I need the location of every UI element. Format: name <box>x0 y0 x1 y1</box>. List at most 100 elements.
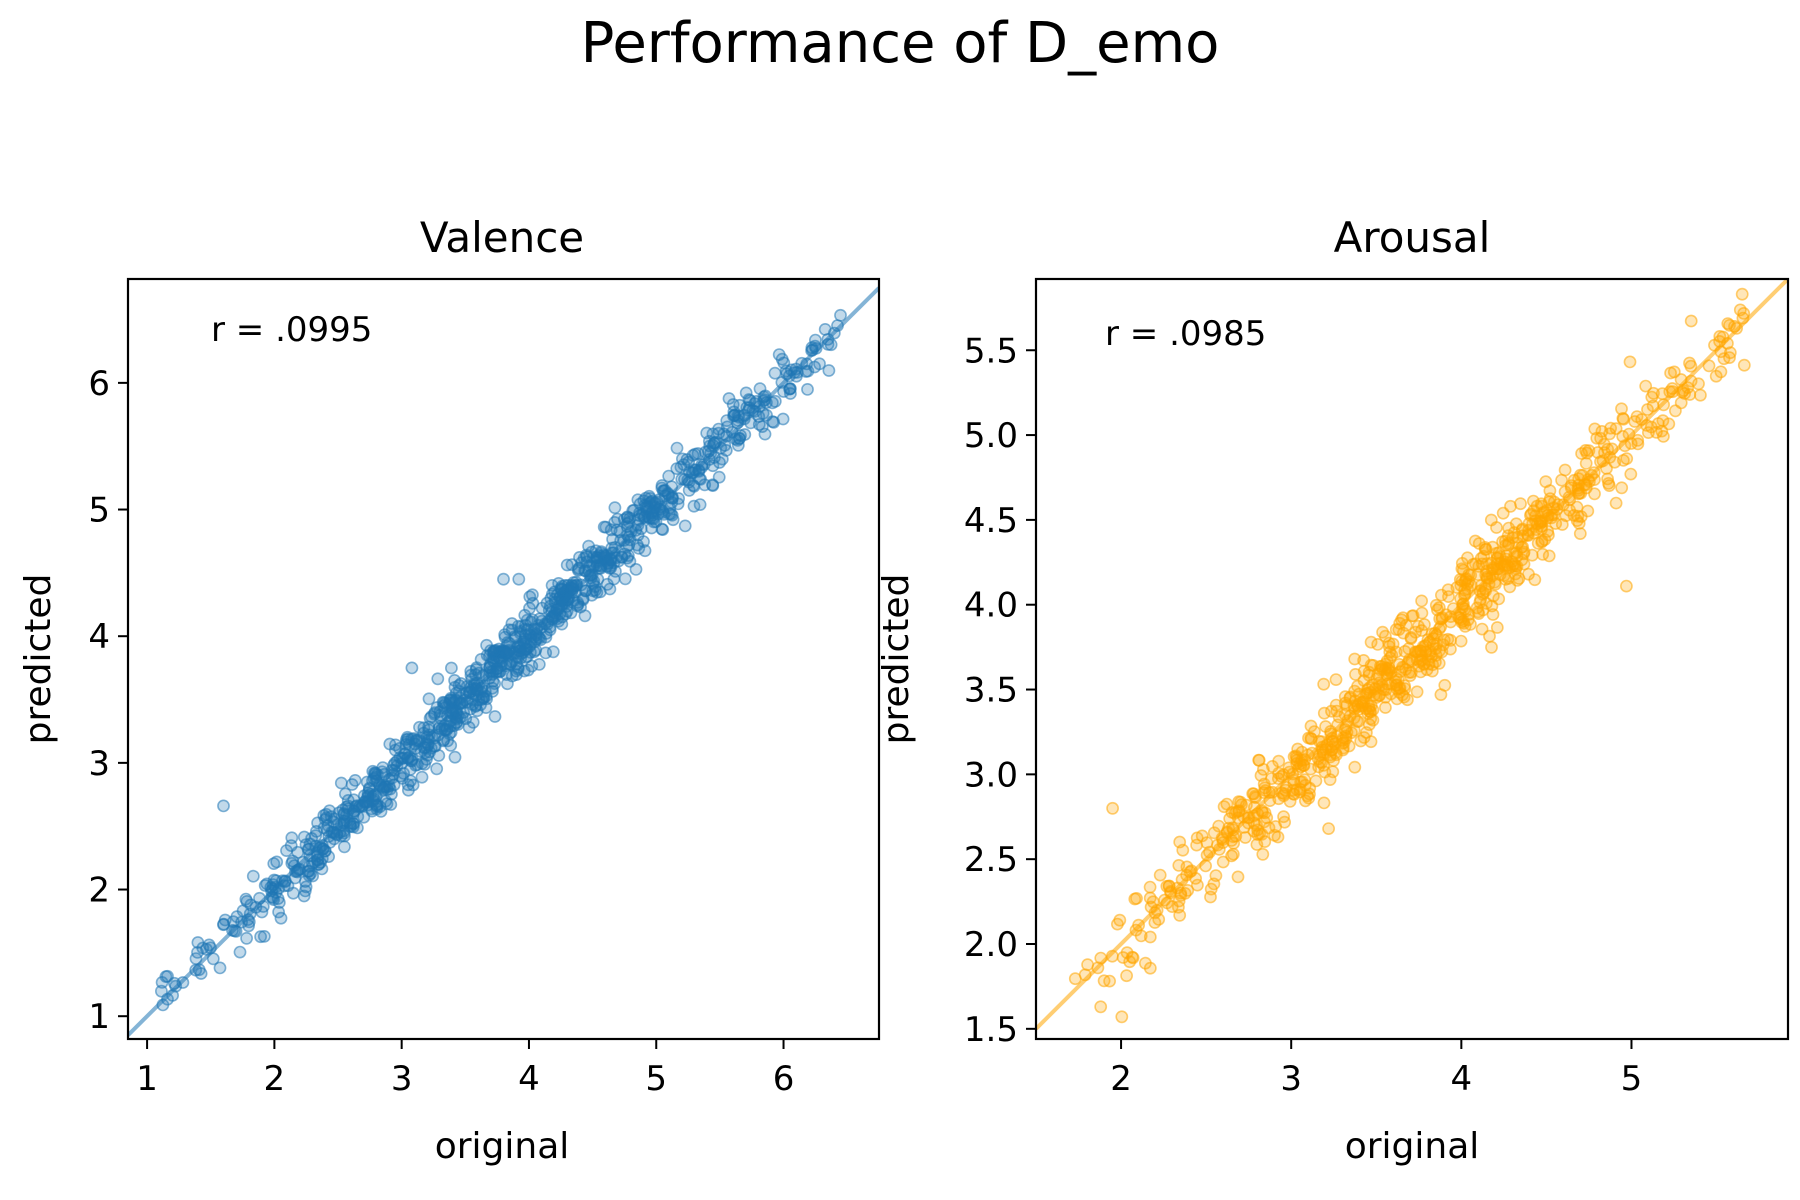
arousal-y-tick-label: 3.5 <box>964 671 1018 711</box>
arousal-point <box>1272 792 1286 806</box>
arousal-point <box>1657 429 1670 443</box>
valence-point <box>739 386 753 400</box>
arousal-point <box>1681 381 1695 394</box>
valence-point <box>691 447 705 460</box>
arousal-point <box>1664 366 1677 380</box>
valence-point <box>670 441 684 455</box>
valence-point <box>230 910 244 924</box>
valence-y-tick-label: 2 <box>88 871 110 911</box>
valence-point <box>431 672 445 686</box>
figure-title: Performance of D_emo <box>581 11 1220 76</box>
arousal-point <box>1402 665 1416 679</box>
arousal-point <box>1302 731 1315 745</box>
arousal-point <box>1631 433 1645 447</box>
valence-point <box>543 599 557 613</box>
valence-point <box>448 750 462 764</box>
valence-point <box>369 770 383 784</box>
arousal-point <box>1174 886 1188 900</box>
arousal-point <box>1538 533 1552 546</box>
arousal-point <box>1250 838 1264 851</box>
arousal-point <box>1348 684 1361 698</box>
valence-y-tick-label: 6 <box>88 364 110 404</box>
arousal-point <box>1178 887 1192 900</box>
arousal-point <box>1081 958 1094 972</box>
valence-point <box>420 752 433 766</box>
arousal-point <box>1501 572 1515 585</box>
valence-point <box>239 892 253 906</box>
arousal-point <box>1623 355 1637 369</box>
arousal-point <box>1484 513 1498 527</box>
valence-point <box>712 470 726 484</box>
arousal-x-tick-label: 4 <box>1451 1059 1473 1099</box>
arousal-point <box>1317 796 1331 810</box>
arousal-point <box>1669 404 1682 418</box>
valence-point <box>498 630 512 644</box>
valence-point <box>404 774 417 788</box>
arousal-point <box>1115 1010 1129 1024</box>
valence-point <box>678 519 692 533</box>
arousal-point <box>1474 593 1487 606</box>
arousal-point <box>1624 467 1638 481</box>
arousal-point <box>1469 557 1482 571</box>
valence-point <box>818 322 832 336</box>
arousal-point <box>1258 806 1272 820</box>
arousal-y-tick-label: 2.0 <box>964 925 1018 965</box>
arousal-point <box>1340 698 1354 712</box>
arousal-point <box>1352 715 1365 728</box>
valence-point <box>324 810 338 824</box>
valence-x-tick-label: 6 <box>773 1059 795 1099</box>
arousal-point <box>1232 795 1246 809</box>
arousal-y-tick-label: 2.5 <box>964 840 1018 880</box>
valence-point <box>726 398 740 411</box>
valence-point <box>523 590 537 604</box>
arousal-point <box>1325 704 1338 718</box>
arousal-point <box>1290 753 1304 767</box>
arousal-point <box>1317 748 1330 761</box>
valence-point <box>380 780 394 794</box>
arousal-plot-frame <box>1034 277 1790 1041</box>
valence-point <box>526 613 539 627</box>
arousal-point <box>1639 379 1653 393</box>
arousal-point <box>1317 706 1331 720</box>
valence-point <box>637 535 650 548</box>
arousal-point <box>1364 635 1378 649</box>
arousal-point <box>1601 472 1614 486</box>
valence-point <box>299 880 313 894</box>
valence-point <box>752 410 766 423</box>
valence-point <box>565 558 579 572</box>
arousal-point <box>1364 735 1378 749</box>
valence-point <box>713 456 726 469</box>
valence-point <box>525 659 539 673</box>
valence-point <box>380 797 394 811</box>
valence-plot-frame <box>126 277 881 1041</box>
valence-point <box>512 572 526 586</box>
arousal-point <box>1454 634 1468 648</box>
valence-point <box>608 501 622 515</box>
valence-point <box>824 338 838 352</box>
arousal-panel: Arousal 2 3 4 5 1.5 2.0 2.5 3.0 3.5 4.0 4.5 5.0 5.5… <box>876 213 1790 1167</box>
arousal-point <box>1139 956 1152 970</box>
arousal-point <box>1143 880 1157 894</box>
valence-point <box>422 692 436 706</box>
arousal-point <box>1389 645 1403 659</box>
arousal-point <box>1683 356 1696 370</box>
valence-point <box>706 459 720 473</box>
arousal-point <box>1594 431 1607 445</box>
valence-point <box>334 776 348 790</box>
valence-point <box>505 617 519 630</box>
arousal-point <box>1539 475 1553 489</box>
arousal-y-tick-label: 4.5 <box>964 501 1018 541</box>
arousal-point <box>1271 830 1285 844</box>
valence-point <box>680 453 694 466</box>
arousal-point <box>1277 810 1290 824</box>
valence-point <box>274 911 288 925</box>
valence-point <box>801 364 815 378</box>
arousal-point <box>1309 774 1323 788</box>
valence-point <box>503 658 517 671</box>
arousal-point <box>1480 564 1493 578</box>
arousal-point <box>1404 632 1418 645</box>
valence-point <box>693 498 707 511</box>
arousal-point <box>1588 487 1601 501</box>
arousal-point <box>1295 775 1309 789</box>
valence-point <box>546 645 560 659</box>
